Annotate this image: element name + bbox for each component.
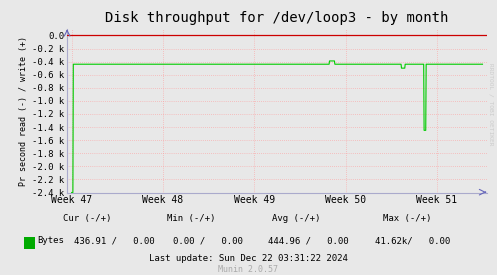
Text: 436.91 /   0.00: 436.91 / 0.00 (74, 236, 154, 245)
Text: Bytes: Bytes (37, 236, 64, 245)
Text: 41.62k/   0.00: 41.62k/ 0.00 (375, 236, 450, 245)
Text: Munin 2.0.57: Munin 2.0.57 (219, 265, 278, 274)
Text: Max (-/+): Max (-/+) (383, 214, 432, 223)
Text: 444.96 /   0.00: 444.96 / 0.00 (268, 236, 349, 245)
Text: Min (-/+): Min (-/+) (167, 214, 216, 223)
Text: RRDTOOL / TOBI OETIKER: RRDTOOL / TOBI OETIKER (489, 63, 494, 146)
Text: Avg (-/+): Avg (-/+) (271, 214, 320, 223)
Y-axis label: Pr second read (-) / write (+): Pr second read (-) / write (+) (19, 36, 28, 186)
Title: Disk throughput for /dev/loop3 - by month: Disk throughput for /dev/loop3 - by mont… (105, 11, 449, 25)
Text: 0.00 /   0.00: 0.00 / 0.00 (173, 236, 243, 245)
Text: Cur (-/+): Cur (-/+) (63, 214, 111, 223)
Text: Last update: Sun Dec 22 03:31:22 2024: Last update: Sun Dec 22 03:31:22 2024 (149, 254, 348, 263)
